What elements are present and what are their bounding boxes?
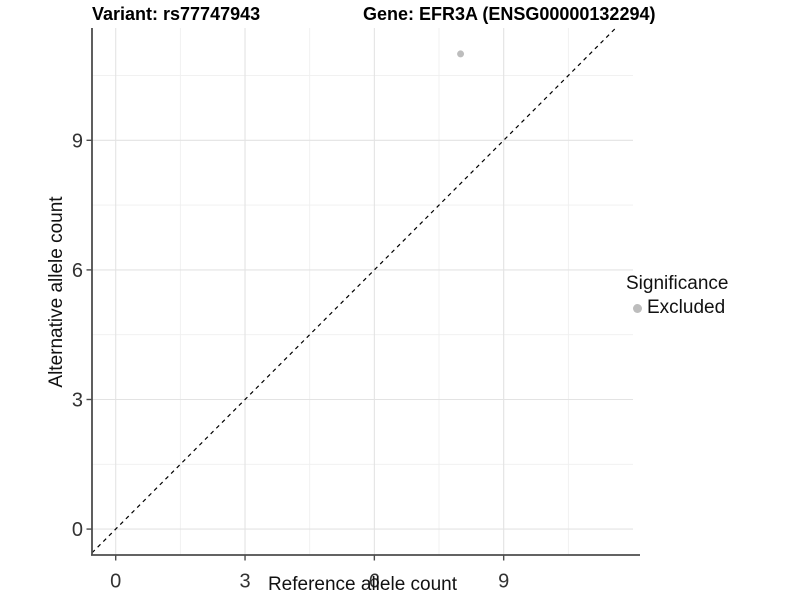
y-tick-label: 3 xyxy=(72,389,83,411)
legend-title: Significance xyxy=(626,273,729,294)
y-axis-label: Alternative allele count xyxy=(46,196,67,388)
legend-point-icon xyxy=(633,303,642,313)
data-point xyxy=(457,50,465,58)
legend: Significance Excluded xyxy=(626,273,728,319)
y-tick-label: 6 xyxy=(72,260,83,282)
plot-title-gene: Gene: EFR3A (ENSG00000132294) xyxy=(363,4,656,24)
y-tick-label: 9 xyxy=(72,130,83,152)
x-tick-label: 3 xyxy=(239,571,250,593)
x-axis-label: Reference allele count xyxy=(267,574,458,595)
legend-item-label: Excluded xyxy=(647,297,726,318)
plot-title-variant: Variant: rs77747943 xyxy=(92,4,261,24)
identity-dashed-line xyxy=(91,27,617,554)
x-tick-label: 0 xyxy=(110,571,121,593)
y-tick-label: 0 xyxy=(72,519,83,541)
x-tick-label: 6 xyxy=(369,571,380,593)
legend-item-excluded: Excluded xyxy=(626,297,728,319)
x-tick-label: 9 xyxy=(498,571,509,593)
